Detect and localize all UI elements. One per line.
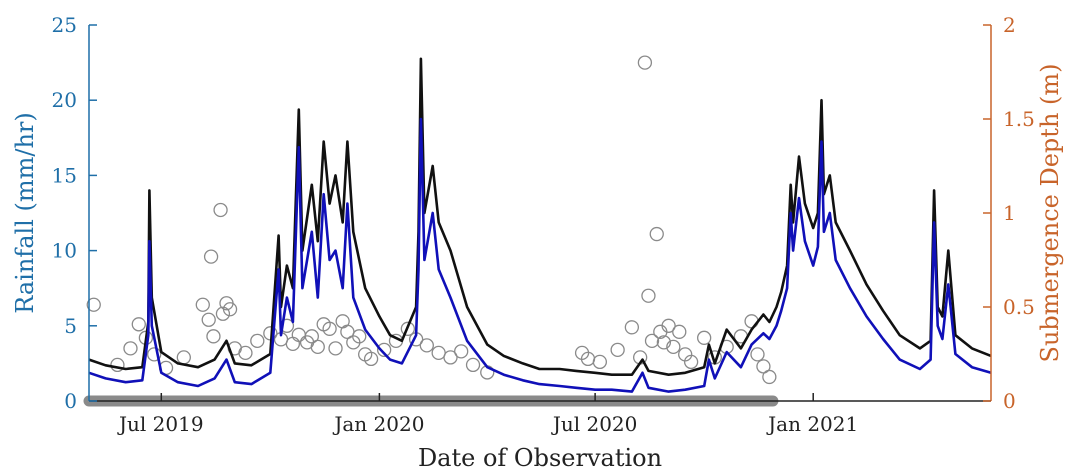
rainfall-point xyxy=(291,327,306,342)
rainfall-point xyxy=(454,344,469,359)
depth-series xyxy=(88,57,992,393)
rainfall-point xyxy=(147,347,162,362)
x-tick-label: Jan 2021 xyxy=(766,412,858,436)
rainfall-point xyxy=(215,306,231,321)
rainfall-point xyxy=(683,354,699,370)
y-left-tick-label: 10 xyxy=(52,239,77,263)
rainfall-point xyxy=(176,350,191,365)
y-left-tick-label: 5 xyxy=(64,314,77,338)
rainfall-point xyxy=(213,202,228,218)
rainfall-point xyxy=(285,336,301,351)
rainfall-point xyxy=(666,339,681,355)
rainfall-point xyxy=(624,320,640,335)
rainfall-point xyxy=(672,324,687,339)
rainfall-markers xyxy=(83,55,779,407)
rainfall-point xyxy=(328,341,343,356)
rainfall-point xyxy=(637,55,653,70)
y-left-tick-label: 20 xyxy=(52,88,77,112)
tick-labels: 0 5 10 15 20 25 0 0.5 1 1.5 2 Jul 2019 Jan 2020 Jul 2… xyxy=(52,13,1035,436)
y-right-tick-label: 2 xyxy=(1003,13,1016,37)
y-axis-right-title: Submergence Depth (m) xyxy=(1036,63,1064,362)
rainfall-point xyxy=(110,357,125,373)
axes xyxy=(88,24,992,402)
y-axis-left-title: Rainfall (mm/hr) xyxy=(11,112,39,314)
y-right-tick-label: 0 xyxy=(1003,389,1016,413)
y-left-tick-label: 0 xyxy=(64,389,77,413)
rainfall-point xyxy=(649,226,664,242)
rainfall-point xyxy=(750,347,765,362)
rainfall-point xyxy=(376,342,392,358)
rainfall-point xyxy=(86,297,101,312)
rainfall-point xyxy=(363,351,379,367)
rainfall-point xyxy=(201,312,216,327)
rainfall-point xyxy=(656,335,672,350)
rainfall-point xyxy=(352,329,367,344)
rainfall-point xyxy=(322,321,337,336)
rainfall-point xyxy=(592,354,608,370)
depth-line-black xyxy=(88,57,992,376)
rainfall-point xyxy=(419,338,434,353)
rainfall-point xyxy=(697,330,712,345)
rainfall-point xyxy=(644,333,660,348)
rainfall-point xyxy=(661,318,676,333)
rainfall-point xyxy=(400,321,415,336)
rainfall-point xyxy=(123,341,138,356)
rainfall-point xyxy=(206,329,221,344)
y-right-tick-label: 1.5 xyxy=(1003,107,1035,131)
rainfall-point xyxy=(203,249,219,264)
rainfall-point xyxy=(443,350,458,365)
rainfall-point xyxy=(431,345,446,361)
x-tick-label: Jan 2020 xyxy=(332,412,424,436)
rainfall-point xyxy=(131,317,146,332)
rainfall-point xyxy=(238,345,253,361)
rainfall-point xyxy=(756,359,771,374)
rainfall-point xyxy=(195,297,210,312)
rainfall-point xyxy=(310,339,325,355)
x-tick-label: Jul 2019 xyxy=(117,412,204,436)
y-left-tick-label: 25 xyxy=(52,13,77,37)
y-left-tick-label: 15 xyxy=(52,163,77,187)
x-tick-label: Jul 2020 xyxy=(551,412,638,436)
y-right-tick-label: 1 xyxy=(1003,201,1016,225)
y-right-tick-label: 0.5 xyxy=(1003,295,1035,319)
x-axis-title: Date of Observation xyxy=(418,444,662,472)
rainfall-point xyxy=(465,357,481,373)
depth-line-blue xyxy=(88,117,992,393)
rainfall-point xyxy=(250,333,265,348)
rainfall-point xyxy=(222,302,238,317)
rainfall-point xyxy=(641,288,656,303)
rainfall-point xyxy=(304,329,319,344)
rainfall-point xyxy=(762,369,777,385)
rainfall-point xyxy=(610,342,625,358)
